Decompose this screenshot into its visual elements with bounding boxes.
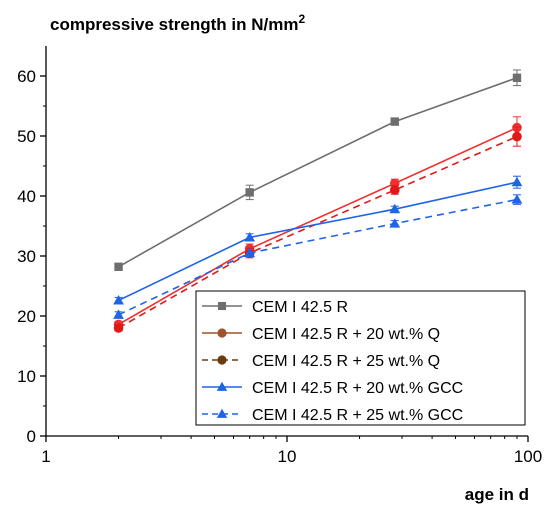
x-tick-label: 1: [41, 447, 50, 466]
marker-circle: [512, 131, 522, 142]
series-line: [118, 77, 518, 268]
series-line: [118, 181, 518, 302]
legend-item-0: CEM I 42.5 R: [202, 299, 348, 316]
marker-circle: [113, 323, 124, 333]
marker-triangle: [244, 232, 256, 242]
marker-square: [218, 302, 226, 310]
y-tick-label: 20: [17, 307, 36, 326]
marker-circle: [389, 185, 400, 195]
x-tick-label: 100: [514, 447, 542, 466]
y-tick-label: 30: [17, 247, 36, 266]
legend-item-3: CEM I 42.5 R + 20 wt.% GCC: [202, 380, 463, 397]
marker-triangle: [389, 218, 401, 228]
series-4: [113, 194, 523, 319]
marker-triangle: [216, 381, 228, 391]
legend-label: CEM I 42.5 R + 25 wt.% GCC: [252, 407, 463, 424]
x-tick-label: 10: [278, 447, 297, 466]
y-tick-label: 40: [17, 187, 36, 206]
marker-triangle: [511, 176, 523, 187]
series-line: [118, 126, 518, 326]
marker-triangle: [113, 295, 124, 305]
y-axis-title: compressive strength in N/mm2: [50, 12, 305, 34]
marker-triangle: [216, 408, 228, 418]
y-tick-label: 10: [17, 367, 36, 386]
marker-square: [512, 73, 522, 82]
legend-label: CEM I 42.5 R + 25 wt.% Q: [252, 353, 440, 370]
legend-label: CEM I 42.5 R + 20 wt.% GCC: [252, 380, 463, 397]
marker-square: [245, 188, 254, 197]
y-tick-label: 0: [27, 427, 36, 446]
marker-circle: [217, 355, 227, 365]
series-line: [118, 135, 518, 329]
marker-triangle: [113, 309, 124, 319]
series-layer: [113, 69, 523, 333]
legend-label: CEM I 42.5 R: [252, 299, 348, 316]
legend-box: [195, 290, 526, 426]
legend-item-2: CEM I 42.5 R + 25 wt.% Q: [202, 353, 440, 370]
marker-square: [114, 262, 123, 271]
y-tick-label: 50: [17, 127, 36, 146]
marker-circle: [217, 328, 227, 338]
y-tick-label: 60: [17, 67, 36, 86]
axes: 0 10 20 30 40 50 60 1 10 100: [17, 46, 542, 466]
legend-item-1: CEM I 42.5 R + 20 wt.% Q: [202, 326, 440, 343]
series-3: [113, 175, 523, 305]
marker-triangle: [511, 194, 523, 204]
legend-label: CEM I 42.5 R + 20 wt.% Q: [252, 326, 440, 343]
legend: CEM I 42.5 R CEM I 42.5 R + 20 wt.% Q CEM …: [195, 290, 526, 426]
marker-square: [390, 117, 399, 126]
series-line: [118, 198, 518, 316]
marker-triangle: [244, 247, 256, 258]
marker-triangle: [389, 203, 401, 214]
series-0: [114, 69, 522, 271]
legend-item-4: CEM I 42.5 R + 25 wt.% GCC: [202, 407, 463, 424]
x-axis-title: age in d: [465, 485, 529, 504]
